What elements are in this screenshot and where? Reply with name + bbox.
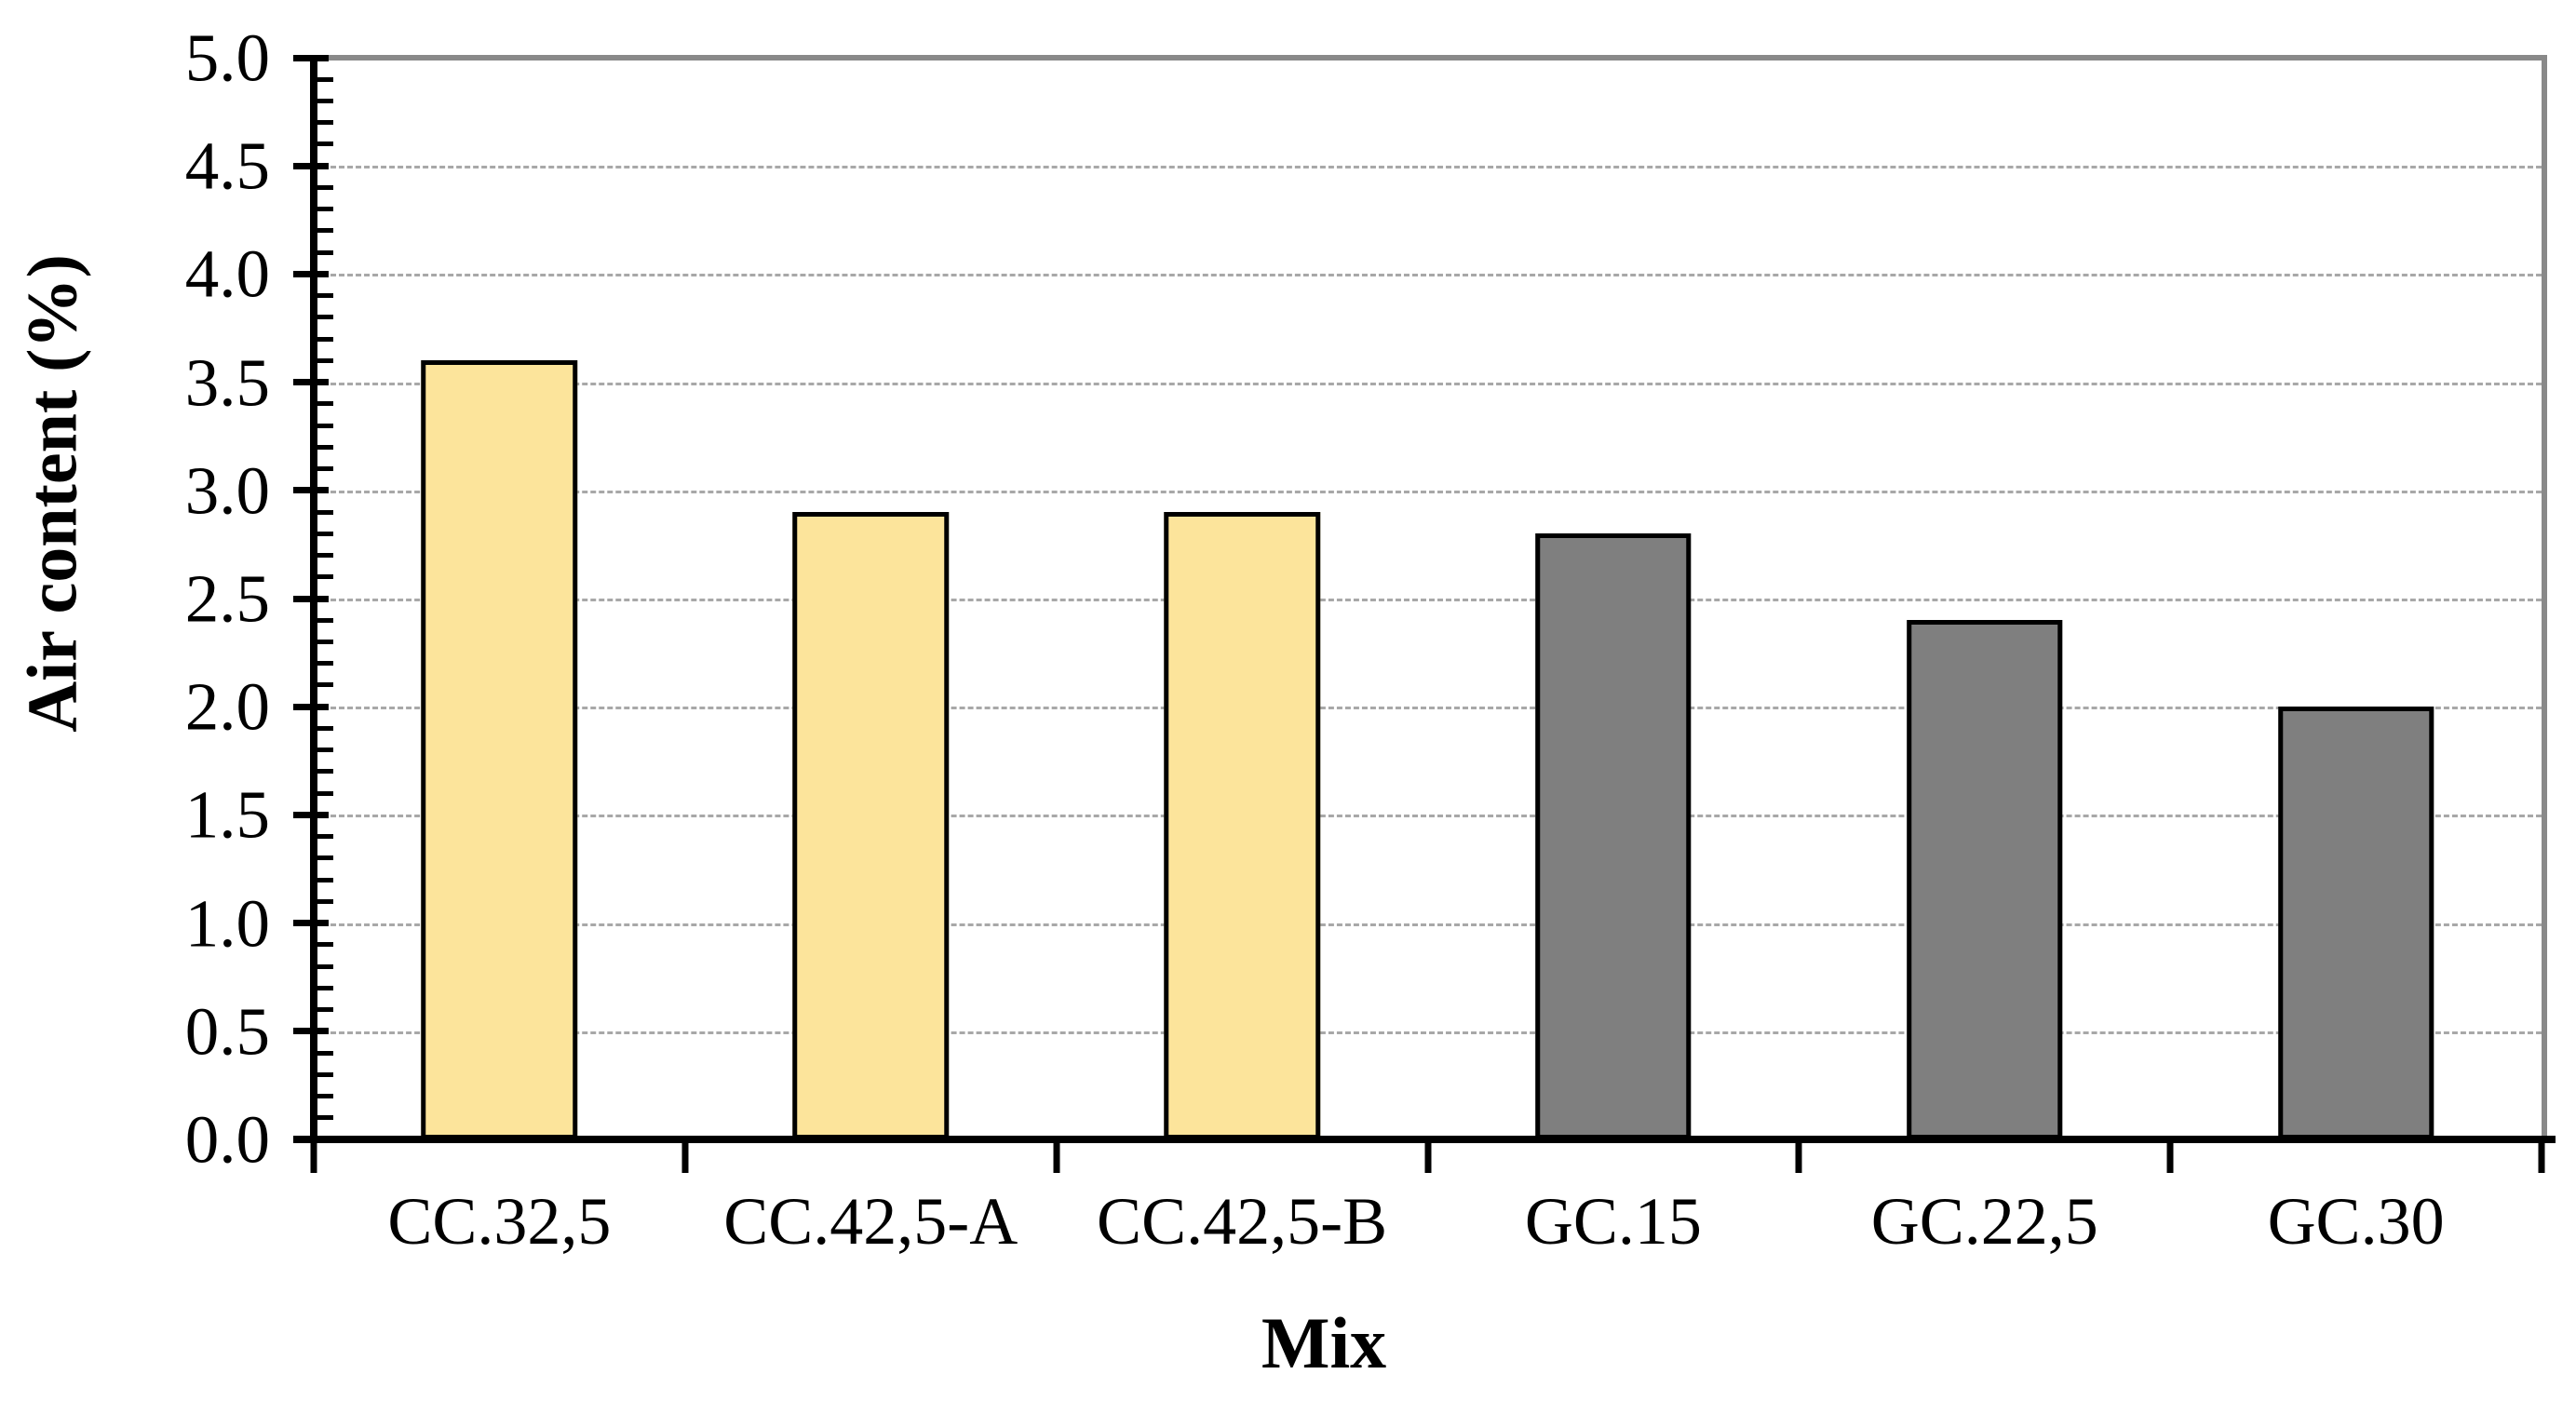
y-minor-tick xyxy=(317,1071,333,1077)
y-gridline xyxy=(314,815,2542,818)
y-minor-tick xyxy=(317,228,333,234)
y-tick-label: 0.5 xyxy=(184,993,270,1070)
y-minor-tick xyxy=(317,531,333,536)
y-minor-tick xyxy=(317,639,333,644)
y-minor-tick xyxy=(317,898,333,904)
y-minor-tick xyxy=(317,985,333,990)
y-major-tick xyxy=(293,162,329,169)
x-tick xyxy=(1424,1139,1431,1173)
x-tick xyxy=(1795,1139,1802,1173)
y-tick-label: 5.0 xyxy=(184,20,270,96)
y-minor-tick xyxy=(317,769,333,775)
y-gridline xyxy=(314,923,2542,926)
y-minor-tick xyxy=(317,1115,333,1121)
y-minor-tick xyxy=(317,98,333,103)
x-category-label: CC.42,5-B xyxy=(1097,1184,1388,1259)
y-tick-label: 4.5 xyxy=(184,128,270,204)
y-gridline xyxy=(314,707,2542,710)
bar xyxy=(792,512,949,1139)
x-category-label: GC.22,5 xyxy=(1870,1184,2098,1259)
y-gridline xyxy=(314,382,2542,385)
y-minor-tick xyxy=(317,120,333,126)
bar xyxy=(1907,620,2063,1139)
x-axis-title: Mix xyxy=(1261,1302,1387,1383)
y-minor-tick xyxy=(317,249,333,255)
x-tick xyxy=(681,1139,689,1173)
y-tick-label: 0.0 xyxy=(184,1101,270,1178)
y-minor-tick xyxy=(317,942,333,948)
y-minor-tick xyxy=(317,963,333,969)
y-minor-tick xyxy=(317,855,333,861)
y-major-tick xyxy=(293,811,329,818)
y-minor-tick xyxy=(317,141,333,147)
y-minor-tick xyxy=(317,834,333,840)
y-minor-tick xyxy=(317,423,333,428)
y-minor-tick xyxy=(317,207,333,212)
y-minor-tick xyxy=(317,1007,333,1013)
y-minor-tick xyxy=(317,748,333,753)
y-gridline xyxy=(314,1031,2542,1034)
y-major-tick xyxy=(293,703,329,710)
y-minor-tick xyxy=(317,315,333,320)
y-axis-title: Air content (%) xyxy=(13,254,92,733)
plot-border-top xyxy=(326,55,2547,61)
y-gridline xyxy=(314,166,2542,169)
y-minor-tick xyxy=(317,661,333,667)
x-tick xyxy=(2166,1139,2174,1173)
y-tick-label: 3.0 xyxy=(184,452,270,529)
x-category-label: GC.15 xyxy=(1524,1184,1702,1259)
y-minor-tick xyxy=(317,617,333,623)
y-minor-tick xyxy=(317,509,333,515)
x-category-label: CC.32,5 xyxy=(387,1184,612,1259)
y-major-tick xyxy=(293,379,329,386)
x-tick xyxy=(1053,1139,1060,1173)
y-major-tick xyxy=(293,487,329,494)
y-major-tick xyxy=(293,54,329,61)
x-category-label: GC.30 xyxy=(2267,1184,2445,1259)
y-tick-label: 2.0 xyxy=(184,668,270,745)
y-major-tick xyxy=(293,595,329,602)
y-tick-label: 1.0 xyxy=(184,885,270,962)
y-minor-tick xyxy=(317,444,333,450)
y-minor-tick xyxy=(317,1050,333,1056)
plot-border-right xyxy=(2542,55,2547,1139)
y-minor-tick xyxy=(317,877,333,882)
bar xyxy=(1535,533,1692,1139)
y-tick-label: 4.0 xyxy=(184,236,270,312)
plot-area: 0.0 0.5 1.0 1.5 2.0 2.5 3.0 3.5 4.0 4.5 5.0 CC.32,5… xyxy=(185,24,2556,1255)
y-gridline xyxy=(314,599,2542,601)
y-major-tick xyxy=(293,270,329,277)
y-major-tick xyxy=(293,1028,329,1035)
y-minor-tick xyxy=(317,1094,333,1099)
x-category-label: CC.42,5-A xyxy=(723,1184,1018,1259)
bar xyxy=(421,360,578,1139)
y-minor-tick xyxy=(317,401,333,407)
y-minor-tick xyxy=(317,682,333,688)
y-tick-label: 2.5 xyxy=(184,560,270,637)
bar xyxy=(1164,512,1320,1139)
y-minor-tick xyxy=(317,725,333,731)
y-minor-tick xyxy=(317,76,333,82)
y-tick-label: 1.5 xyxy=(184,776,270,853)
y-minor-tick xyxy=(317,184,333,190)
y-gridline xyxy=(314,274,2542,277)
y-minor-tick xyxy=(317,574,333,580)
y-gridline xyxy=(314,490,2542,493)
y-minor-tick xyxy=(317,357,333,363)
x-tick xyxy=(310,1139,317,1173)
y-minor-tick xyxy=(317,336,333,342)
y-minor-tick xyxy=(317,293,333,299)
y-major-tick xyxy=(293,920,329,927)
y-tick-label: 3.5 xyxy=(184,344,270,421)
y-minor-tick xyxy=(317,466,333,472)
bar xyxy=(2277,707,2434,1139)
y-minor-tick xyxy=(317,553,333,559)
x-tick xyxy=(2538,1139,2545,1173)
y-minor-tick xyxy=(317,790,333,796)
